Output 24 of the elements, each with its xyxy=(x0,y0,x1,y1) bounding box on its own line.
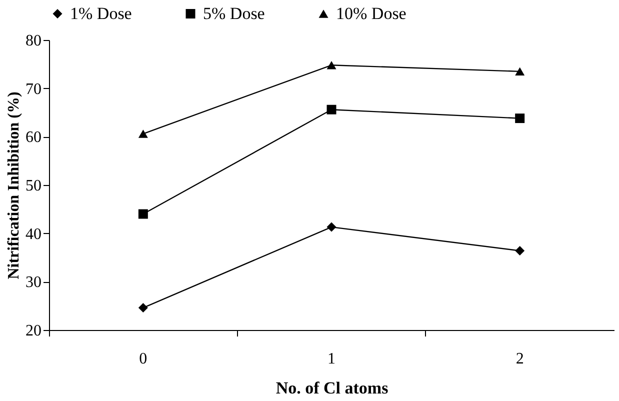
point xyxy=(515,67,525,76)
point xyxy=(138,130,148,138)
point xyxy=(326,222,336,232)
legend-label: 5% Dose xyxy=(203,4,265,23)
y-tick-label: 50 xyxy=(26,178,42,194)
point xyxy=(138,303,148,313)
legend-label: 10% Dose xyxy=(336,4,406,23)
y-tick-label: 20 xyxy=(26,322,42,340)
x-tick-label: 1 xyxy=(328,350,336,368)
legend-label: 1% Dose xyxy=(70,4,132,23)
x-tick-label: 0 xyxy=(139,350,148,368)
point xyxy=(326,104,336,114)
point xyxy=(138,209,148,219)
point xyxy=(515,246,525,256)
x-axis-title: No. of Cl atoms xyxy=(276,378,389,398)
y-tick-label: 40 xyxy=(26,226,42,243)
point xyxy=(326,61,336,70)
y-axis-title: Nitrification Inhibition (%) xyxy=(6,92,22,280)
y-tick-label: 30 xyxy=(26,274,42,292)
y-tick-label: 60 xyxy=(26,129,42,146)
y-tick-label: 80 xyxy=(26,32,42,50)
x-tick-label: 2 xyxy=(516,350,524,368)
point xyxy=(515,114,525,124)
y-tick-label: 70 xyxy=(26,80,42,98)
